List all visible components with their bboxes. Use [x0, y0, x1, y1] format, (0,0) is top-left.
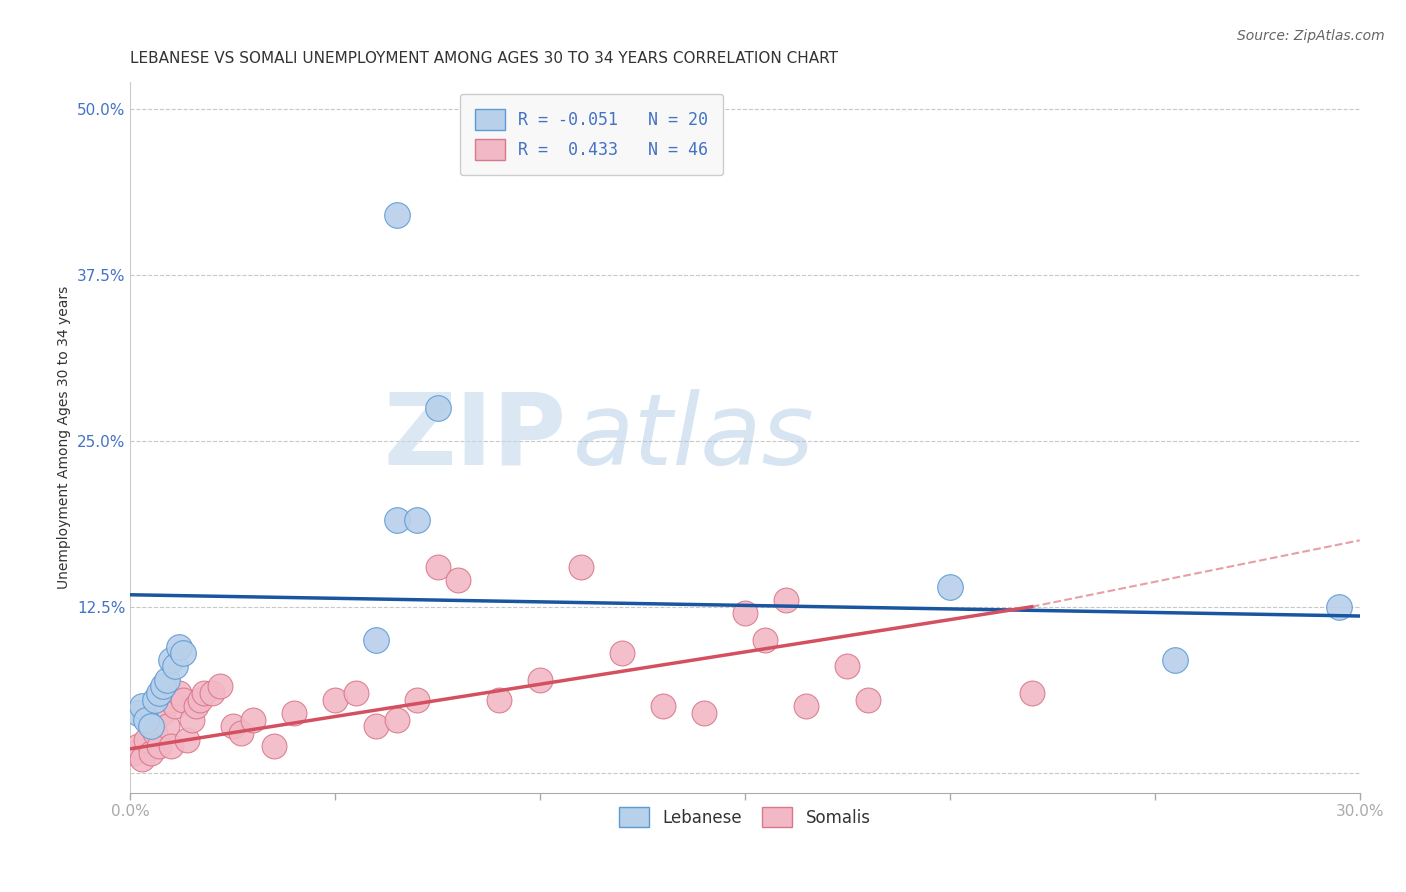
Legend: Lebanese, Somalis: Lebanese, Somalis	[613, 800, 877, 834]
Point	[135, 732, 157, 747]
Point	[209, 680, 232, 694]
Point	[754, 632, 776, 647]
Text: Source: ZipAtlas.com: Source: ZipAtlas.com	[1237, 29, 1385, 43]
Point	[131, 752, 153, 766]
Point	[172, 646, 194, 660]
Point	[152, 706, 174, 720]
Point	[447, 573, 470, 587]
Point	[127, 706, 149, 720]
Point	[856, 692, 879, 706]
Point	[156, 719, 179, 733]
Point	[160, 653, 183, 667]
Point	[837, 659, 859, 673]
Point	[229, 726, 252, 740]
Point	[160, 692, 183, 706]
Point	[139, 719, 162, 733]
Point	[131, 699, 153, 714]
Point	[135, 713, 157, 727]
Point	[193, 686, 215, 700]
Point	[169, 640, 191, 654]
Point	[152, 680, 174, 694]
Text: LEBANESE VS SOMALI UNEMPLOYMENT AMONG AGES 30 TO 34 YEARS CORRELATION CHART: LEBANESE VS SOMALI UNEMPLOYMENT AMONG AG…	[131, 51, 838, 66]
Point	[148, 686, 170, 700]
Point	[165, 659, 187, 673]
Point	[263, 739, 285, 754]
Point	[242, 713, 264, 727]
Point	[406, 513, 429, 527]
Point	[148, 739, 170, 754]
Y-axis label: Unemployment Among Ages 30 to 34 years: Unemployment Among Ages 30 to 34 years	[58, 285, 72, 589]
Point	[529, 673, 551, 687]
Point	[1164, 653, 1187, 667]
Point	[188, 692, 211, 706]
Point	[426, 560, 449, 574]
Point	[172, 692, 194, 706]
Point	[165, 699, 187, 714]
Point	[406, 692, 429, 706]
Point	[385, 713, 408, 727]
Point	[283, 706, 305, 720]
Point	[201, 686, 224, 700]
Point	[323, 692, 346, 706]
Point	[143, 692, 166, 706]
Point	[143, 726, 166, 740]
Point	[569, 560, 592, 574]
Point	[180, 713, 202, 727]
Point	[176, 732, 198, 747]
Point	[221, 719, 243, 733]
Point	[693, 706, 716, 720]
Point	[344, 686, 367, 700]
Point	[385, 513, 408, 527]
Point	[939, 580, 962, 594]
Point	[796, 699, 818, 714]
Point	[156, 673, 179, 687]
Point	[426, 401, 449, 415]
Point	[1021, 686, 1043, 700]
Point	[122, 746, 145, 760]
Point	[184, 699, 207, 714]
Point	[610, 646, 633, 660]
Point	[139, 746, 162, 760]
Point	[1329, 599, 1351, 614]
Point	[488, 692, 510, 706]
Text: ZIP: ZIP	[384, 389, 567, 486]
Point	[364, 632, 387, 647]
Point	[652, 699, 675, 714]
Point	[364, 719, 387, 733]
Point	[385, 208, 408, 222]
Text: atlas: atlas	[572, 389, 814, 486]
Point	[734, 607, 756, 621]
Point	[127, 739, 149, 754]
Point	[160, 739, 183, 754]
Point	[169, 686, 191, 700]
Point	[775, 593, 797, 607]
